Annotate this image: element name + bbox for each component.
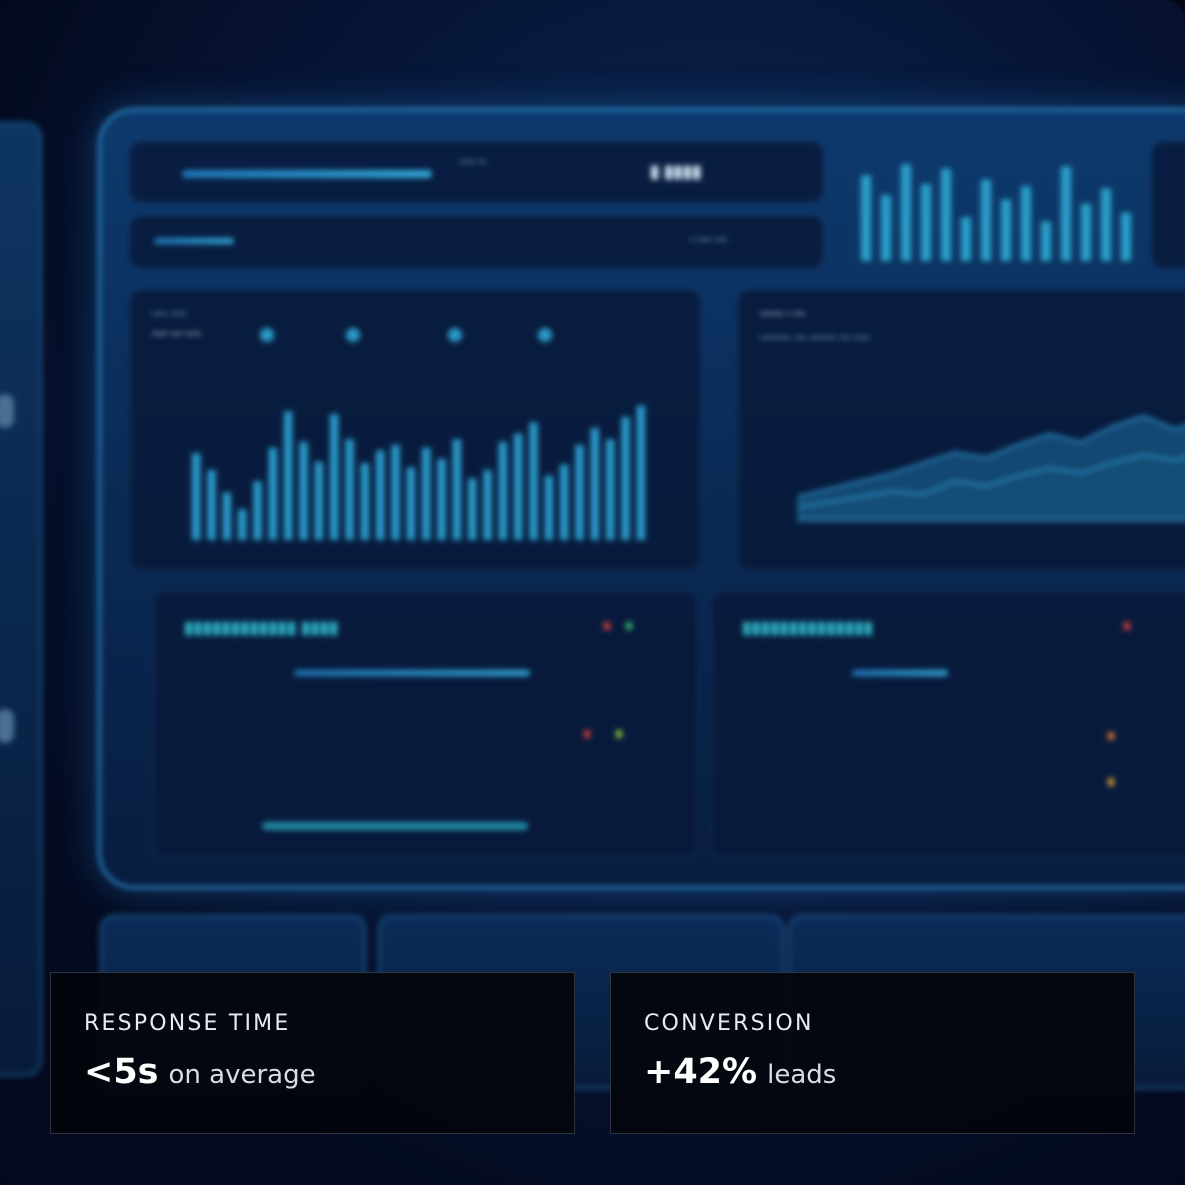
status-marker — [1108, 778, 1114, 786]
status-marker — [626, 622, 632, 630]
mini-bar — [901, 164, 911, 261]
stat-card-conversion: CONVERSION +42% leads — [610, 972, 1135, 1134]
bar-chart-bar — [314, 461, 324, 540]
bar-chart-bar — [422, 447, 431, 540]
side-panel — [0, 122, 42, 1076]
bar-chart-bar — [621, 416, 630, 540]
mini-bar — [881, 195, 891, 261]
bar-chart-bar — [606, 439, 615, 540]
bar-chart-bar — [238, 509, 247, 540]
mini-bar — [1041, 221, 1051, 261]
header-ghost-text: ▪▪▪▪ ▪▪ — [460, 156, 487, 168]
mini-bars-graphic — [861, 164, 1131, 261]
legend-dot — [346, 328, 360, 342]
area-chart-series — [798, 453, 1185, 521]
mini-bar — [921, 184, 931, 261]
area-chart-ghost-subtitle: ▪▪▪▪▪▪▪▪ ▪▪▪ ▪▪▪▪▪▪▪ ▪▪▪ ▪▪▪▪ — [760, 332, 870, 344]
mini-bar — [861, 175, 871, 261]
bar-chart-bar — [560, 464, 569, 540]
info-tile-right-ghost-title: ▮▮▮▮▮▮▮▮▮▮▮▮▮▮ — [742, 618, 873, 637]
bar-chart-bar — [360, 463, 370, 540]
bar-chart-bar — [468, 478, 477, 540]
status-marker — [616, 730, 622, 738]
bar-chart-bar — [192, 453, 201, 540]
bar-chart-bar — [284, 411, 293, 540]
bar-chart-bar — [636, 405, 646, 540]
legend-dot — [260, 328, 274, 342]
bar-chart-bar — [529, 422, 538, 540]
bar-chart-bar — [207, 470, 216, 540]
header-ghost-title: ▮ ▮▮▮▮ — [650, 162, 702, 181]
info-left-bar-1 — [294, 670, 530, 676]
bar-chart-bar — [222, 492, 232, 540]
bar-chart-bar — [330, 414, 339, 540]
area-chart — [798, 414, 1185, 521]
info-tile-left-ghost-title: ▮▮▮▮▮▮▮▮▮▮▮▮ ▮▮▮▮ — [184, 618, 339, 637]
info-tile-left: ▮▮▮▮▮▮▮▮▮▮▮▮ ▮▮▮▮ — [153, 591, 698, 858]
status-marker — [584, 730, 590, 738]
subheader-tile: ▪ ▪▪▪▪ ▪▪▪ — [129, 215, 824, 269]
stat-value: <5s — [84, 1052, 159, 1092]
bar-chart-bar — [406, 467, 416, 540]
bar-chart-bar — [498, 442, 508, 540]
bar-chart-bar — [483, 470, 492, 540]
dashboard-window: ▪▪▪▪ ▪▪ ▮ ▮▮▮▮ ▪ ▪▪▪▪ ▪▪▪ ▪▪▪▪ ▪▪▪▪ ▪▪▪▪… — [98, 108, 1185, 889]
stat-row: +42% leads — [644, 1052, 1101, 1092]
bar-chart — [192, 405, 646, 540]
side-panel-knob — [0, 709, 14, 743]
header-tile: ▪▪▪▪ ▪▪ ▮ ▮▮▮▮ — [129, 141, 824, 203]
status-marker — [1108, 732, 1114, 740]
bar-chart-bar — [575, 444, 584, 540]
subheader-bar — [154, 238, 234, 244]
bar-chart-ghost-title: ▪▪▪▪ ▪▪▪ ▪▪▪▪ — [152, 328, 202, 340]
bar-chart-tile: ▪▪▪▪ ▪▪▪▪ ▪▪▪▪ ▪▪▪ ▪▪▪▪ — [129, 289, 701, 571]
mini-bar — [1001, 199, 1011, 261]
status-marker — [604, 622, 610, 630]
status-marker — [1124, 622, 1130, 630]
area-chart-ghost-title: ▪▪▪▪▪▪ ▪ ▪▪▪ — [760, 308, 806, 320]
side-panel-knob — [0, 394, 14, 428]
mini-bar — [1061, 166, 1071, 261]
stat-value: +42% — [644, 1052, 758, 1092]
bar-chart-bar — [544, 475, 554, 540]
subheader-ghost-text: ▪ ▪▪▪▪ ▪▪▪ — [690, 234, 728, 246]
bar-chart-bar — [253, 481, 262, 540]
bar-chart-bar — [391, 444, 400, 540]
mini-bar — [1081, 203, 1091, 261]
stat-suffix: on average — [168, 1060, 316, 1090]
area-chart-tile: ▪▪▪▪▪▪ ▪ ▪▪▪ ▪▪▪▪▪▪▪▪ ▪▪▪ ▪▪▪▪▪▪▪ ▪▪▪ ▪▪… — [737, 289, 1185, 571]
mini-bar — [981, 179, 991, 261]
stat-card-response-time: RESPONSE TIME <5s on average — [50, 972, 575, 1134]
bar-chart-bar — [452, 439, 462, 540]
stat-label: CONVERSION — [644, 1011, 814, 1036]
bar-chart-bar — [514, 433, 523, 540]
mini-bar — [1021, 186, 1031, 261]
bar-chart-bar — [437, 458, 446, 540]
corner-tile — [1151, 141, 1185, 269]
bar-chart-ghost-caption: ▪▪▪▪ ▪▪▪▪ — [152, 308, 187, 320]
bar-chart-bar — [376, 450, 385, 540]
mini-bar — [1101, 188, 1111, 261]
info-tile-right: ▮▮▮▮▮▮▮▮▮▮▮▮▮▮ — [711, 591, 1185, 858]
mini-bar — [1121, 212, 1131, 261]
legend-dot — [538, 328, 552, 342]
stat-row: <5s on average — [84, 1052, 541, 1092]
header-progress — [182, 170, 432, 178]
info-right-bar — [852, 670, 948, 676]
legend-dot — [448, 328, 462, 342]
bar-chart-bar — [299, 442, 308, 540]
stat-suffix: leads — [767, 1060, 837, 1090]
bar-chart-bar — [590, 428, 600, 540]
bar-chart-bar — [345, 439, 354, 540]
bar-chart-bar — [268, 447, 278, 540]
mini-bar — [941, 168, 951, 261]
mini-bar — [961, 217, 971, 261]
info-left-bar-2 — [262, 822, 528, 830]
stat-label: RESPONSE TIME — [84, 1011, 291, 1036]
